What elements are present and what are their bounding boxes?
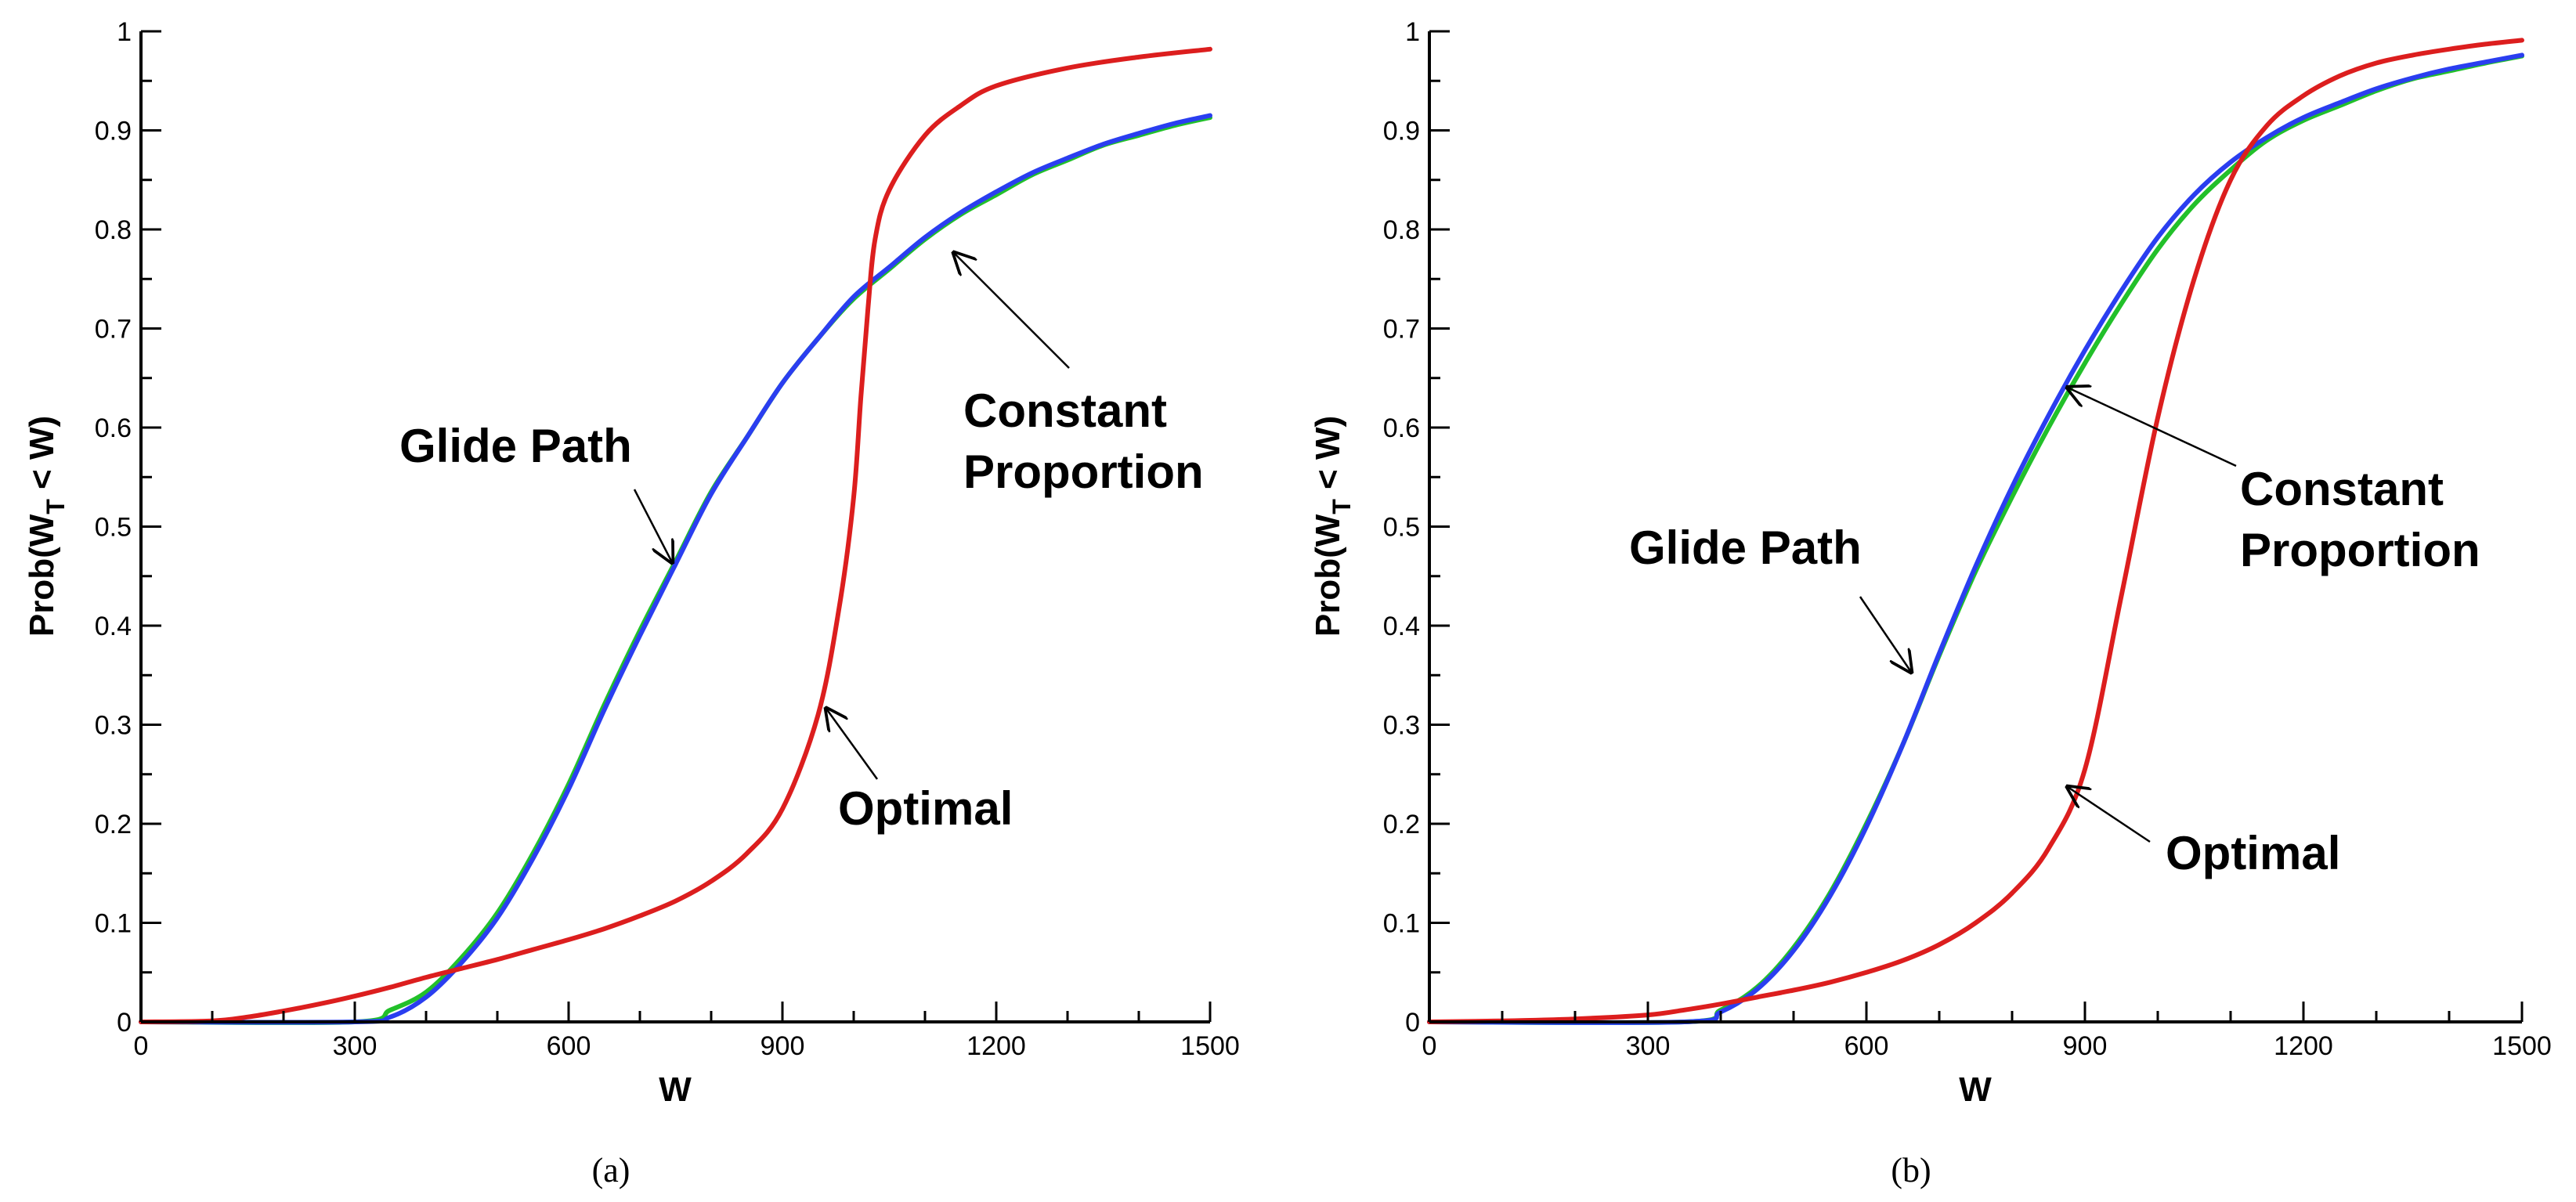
panel-a-y-tick-label: 0 xyxy=(117,1008,132,1038)
panel-a-axes xyxy=(139,31,1210,1023)
panel-b-series xyxy=(1427,38,2524,1026)
panel-a-annotations: Glide Path Constant Proportion Optimal xyxy=(399,253,1204,835)
panel-b-y-tick-label: 0.9 xyxy=(1383,117,1420,146)
panel-a-series-optimal xyxy=(139,46,1212,1024)
panel-a-x-tick-label: 1500 xyxy=(1180,1031,1240,1061)
panel-b-y-tick-label: 0 xyxy=(1405,1008,1420,1038)
panel-b-y-tick-label: 0.3 xyxy=(1383,711,1420,741)
panel-b-y-tick-label: 0.5 xyxy=(1383,513,1420,543)
panel-b-x-tick-label: 0 xyxy=(1422,1031,1437,1061)
panel-b-x-tick-label: 900 xyxy=(2063,1031,2108,1061)
panel-b-series-optimal xyxy=(1427,38,2524,1024)
panel-a: 0 300 600 900 1200 1500 0 0.1 0.2 0.3 0.4 0.5 0.6 0.7… xyxy=(23,17,1240,1189)
panel-a-series-constant-proportion xyxy=(139,115,1212,1026)
panel-b-y-tick-label: 0.7 xyxy=(1383,315,1420,345)
panel-b-arrow-glide-path xyxy=(1859,596,1911,672)
panel-a-y-tick-label: 0.6 xyxy=(95,413,132,443)
panel-b-annotations: Glide Path Constant Proportion Optimal xyxy=(1629,388,2480,879)
panel-a-y-tick-label: 0.9 xyxy=(95,117,132,146)
panel-a-y-tick-label: 0.8 xyxy=(95,215,132,245)
panel-a-y-axis-title: Prob(WT < W) xyxy=(23,416,70,637)
panel-b-arrow-constant-proportion xyxy=(2068,388,2237,467)
panel-a-y-tick-label: 0.1 xyxy=(95,909,132,939)
panel-b-y-tick-label: 0.4 xyxy=(1383,612,1420,641)
panel-b-caption: (b) xyxy=(1891,1151,1931,1189)
panel-a-annotation-optimal: Optimal xyxy=(838,782,1013,835)
panel-a-x-tick-label: 1200 xyxy=(966,1031,1026,1061)
panel-a-x-tick-label: 300 xyxy=(333,1031,378,1061)
panel-a-x-tick-label: 600 xyxy=(547,1031,591,1061)
panel-a-annotation-constant-line1: Constant xyxy=(963,384,1167,437)
panel-b-ticks: 0 300 600 900 1200 1500 0 0.1 0.2 0.3 0.4 0.5 0.6 0.7… xyxy=(1383,17,2552,1061)
panel-b-y-tick-label: 0.6 xyxy=(1383,413,1420,443)
panel-b-y-tick-label: 0.2 xyxy=(1383,810,1420,839)
panel-a-y-tick-label: 1 xyxy=(117,17,132,47)
panel-a-arrow-constant-proportion xyxy=(954,253,1070,369)
panel-b-x-tick-label: 1500 xyxy=(2492,1031,2552,1061)
panel-b-x-tick-label: 300 xyxy=(1626,1031,1671,1061)
panel-b-y-tick-label: 0.8 xyxy=(1383,215,1420,245)
panel-a-y-tick-label: 0.5 xyxy=(95,513,132,543)
panel-b-y-tick-label: 0.1 xyxy=(1383,909,1420,939)
panel-a-y-tick-label: 0.3 xyxy=(95,711,132,741)
panel-b-y-axis-title: Prob(WT < W) xyxy=(1309,416,1356,637)
panel-a-series xyxy=(139,46,1212,1026)
panel-a-x-tick-label: 0 xyxy=(134,1031,149,1061)
panel-b: 0 300 600 900 1200 1500 0 0.1 0.2 0.3 0.4 0.5 0.6 0.7… xyxy=(1309,17,2552,1189)
panel-b-annotation-constant-line1: Constant xyxy=(2240,463,2444,515)
panel-a-y-tick-label: 0.2 xyxy=(95,810,132,839)
panel-b-arrow-optimal xyxy=(2068,787,2151,843)
panel-a-annotation-proportion-line2: Proportion xyxy=(963,446,1204,498)
panel-b-annotation-glide-path: Glide Path xyxy=(1629,522,1862,574)
panel-a-x-tick-label: 900 xyxy=(761,1031,805,1061)
panel-b-x-tick-label: 1200 xyxy=(2274,1031,2333,1061)
panel-a-caption: (a) xyxy=(592,1151,630,1189)
panel-a-arrow-glide-path xyxy=(633,489,672,562)
panel-b-y-tick-label: 1 xyxy=(1405,17,1420,47)
panel-b-annotation-proportion-line2: Proportion xyxy=(2240,524,2480,576)
panel-b-x-axis-title: W xyxy=(1959,1070,1992,1109)
panel-b-annotation-optimal: Optimal xyxy=(2166,827,2340,879)
panel-a-annotation-glide-path: Glide Path xyxy=(399,420,632,472)
panel-a-y-tick-label: 0.7 xyxy=(95,315,132,345)
panel-b-series-glide-path xyxy=(1427,52,2524,1025)
panel-a-ticks: 0 300 600 900 1200 1500 0 0.1 0.2 0.3 0.4 0.5 0.6 0.7… xyxy=(95,17,1240,1061)
panel-a-arrow-optimal xyxy=(826,709,879,780)
panel-a-x-axis-title: W xyxy=(659,1070,692,1109)
panel-a-y-tick-label: 0.4 xyxy=(95,612,132,641)
panel-b-x-tick-label: 600 xyxy=(1844,1031,1889,1061)
panel-a-series-glide-path xyxy=(139,113,1212,1025)
